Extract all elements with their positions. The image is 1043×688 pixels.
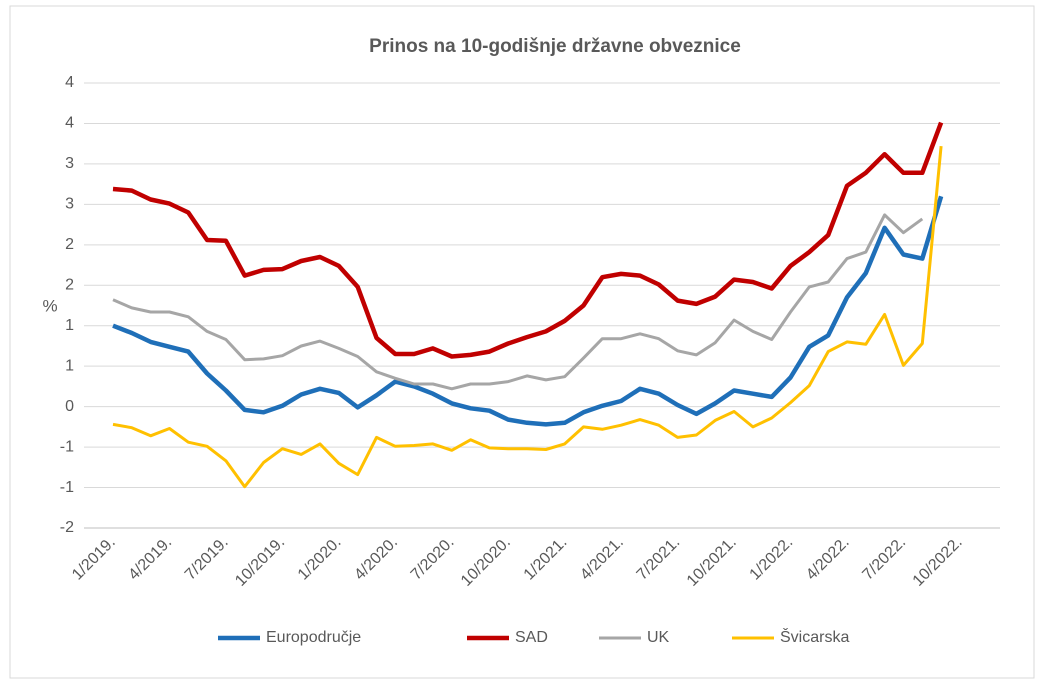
y-tick-label: 2 (65, 276, 74, 293)
chart-title: Prinos na 10-godišnje državne obveznice (369, 36, 741, 57)
legend-label: SAD (515, 629, 548, 646)
y-tick-label: 4 (65, 74, 74, 91)
legend-label: Europodručje (266, 629, 361, 646)
y-tick-label: 0 (65, 398, 74, 415)
series-line (112, 121, 944, 359)
legend-label: UK (647, 629, 670, 646)
y-tick-label: -2 (60, 519, 74, 536)
chart-border (9, 5, 1035, 679)
y-tick-label: 4 (65, 115, 74, 132)
y-axis-label: % (42, 296, 57, 315)
series-line (112, 145, 943, 489)
y-tick-label: 3 (65, 155, 74, 172)
y-tick-label: -1 (60, 438, 74, 455)
y-tick-label: 2 (65, 236, 74, 253)
series-line (112, 213, 924, 391)
legend-label: Švicarska (780, 627, 849, 646)
y-tick-label: -1 (60, 479, 74, 496)
y-tick-label: 3 (65, 196, 74, 213)
series-line (112, 195, 944, 427)
y-tick-label: 1 (65, 317, 74, 334)
y-tick-label: 1 (65, 357, 74, 374)
